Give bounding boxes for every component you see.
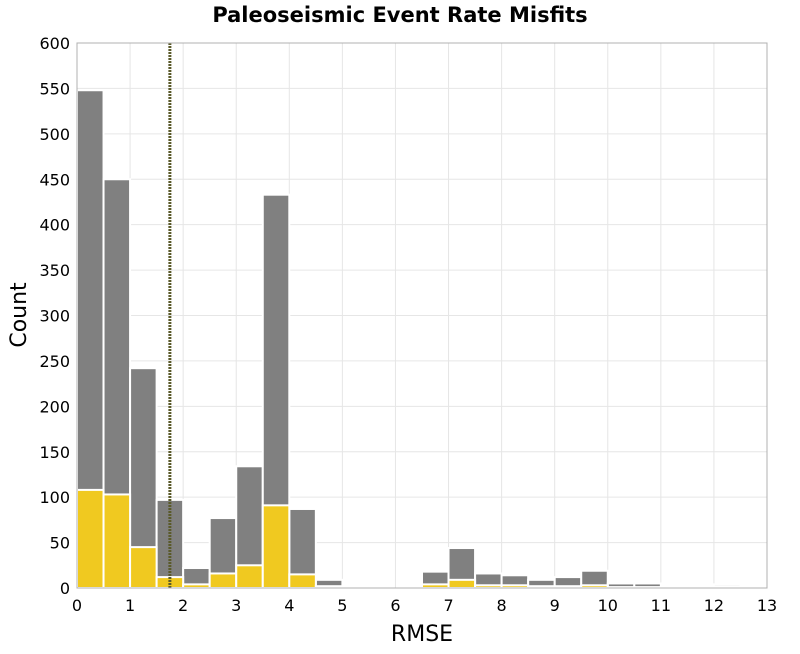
y-axis-label: Count bbox=[7, 282, 32, 348]
x-tick-label: 5 bbox=[337, 596, 347, 615]
x-axis-ticks: 0 1 2 3 4 5 6 7 8 9 10 11 12 13 bbox=[72, 596, 777, 615]
histogram-bar bbox=[421, 583, 450, 589]
histogram-bar bbox=[288, 573, 317, 589]
histogram-bar bbox=[129, 546, 158, 589]
y-tick-label: 500 bbox=[39, 125, 70, 144]
x-tick-label: 12 bbox=[704, 596, 724, 615]
y-axis-ticks: 0 50 100 150 200 250 300 350 400 450 500 550 600 bbox=[39, 34, 70, 598]
y-tick-label: 400 bbox=[39, 216, 70, 235]
histogram-bar bbox=[235, 564, 264, 590]
x-tick-label: 7 bbox=[443, 596, 453, 615]
y-tick-label: 550 bbox=[39, 79, 70, 98]
bars bbox=[76, 89, 769, 590]
histogram-bar bbox=[76, 488, 105, 589]
y-tick-label: 100 bbox=[39, 488, 70, 507]
chart-title: Paleoseismic Event Rate Misfits bbox=[212, 3, 587, 27]
histogram-bar bbox=[208, 572, 238, 590]
histogram-bar bbox=[261, 504, 291, 590]
x-tick-label: 1 bbox=[125, 596, 135, 615]
x-tick-label: 2 bbox=[178, 596, 188, 615]
y-tick-label: 0 bbox=[60, 579, 70, 598]
x-tick-label: 9 bbox=[550, 596, 560, 615]
histogram-bar bbox=[102, 493, 132, 590]
x-tick-label: 8 bbox=[497, 596, 507, 615]
y-tick-label: 300 bbox=[39, 307, 70, 326]
plot-frame bbox=[76, 42, 768, 589]
histogram-bar bbox=[182, 583, 211, 589]
y-tick-label: 450 bbox=[39, 170, 70, 189]
x-tick-label: 4 bbox=[284, 596, 294, 615]
x-tick-label: 11 bbox=[651, 596, 671, 615]
y-tick-label: 150 bbox=[39, 443, 70, 462]
y-tick-label: 350 bbox=[39, 261, 70, 280]
y-tick-label: 50 bbox=[50, 534, 70, 553]
x-tick-label: 0 bbox=[72, 596, 82, 615]
y-tick-label: 200 bbox=[39, 397, 70, 416]
histogram-bar bbox=[447, 578, 477, 590]
y-tick-label: 250 bbox=[39, 352, 70, 371]
x-axis-label: RMSE bbox=[391, 622, 453, 647]
y-tick-label: 600 bbox=[39, 34, 70, 53]
x-tick-label: 13 bbox=[757, 596, 777, 615]
x-tick-label: 10 bbox=[598, 596, 618, 615]
x-tick-label: 6 bbox=[390, 596, 400, 615]
x-tick-label: 3 bbox=[231, 596, 241, 615]
